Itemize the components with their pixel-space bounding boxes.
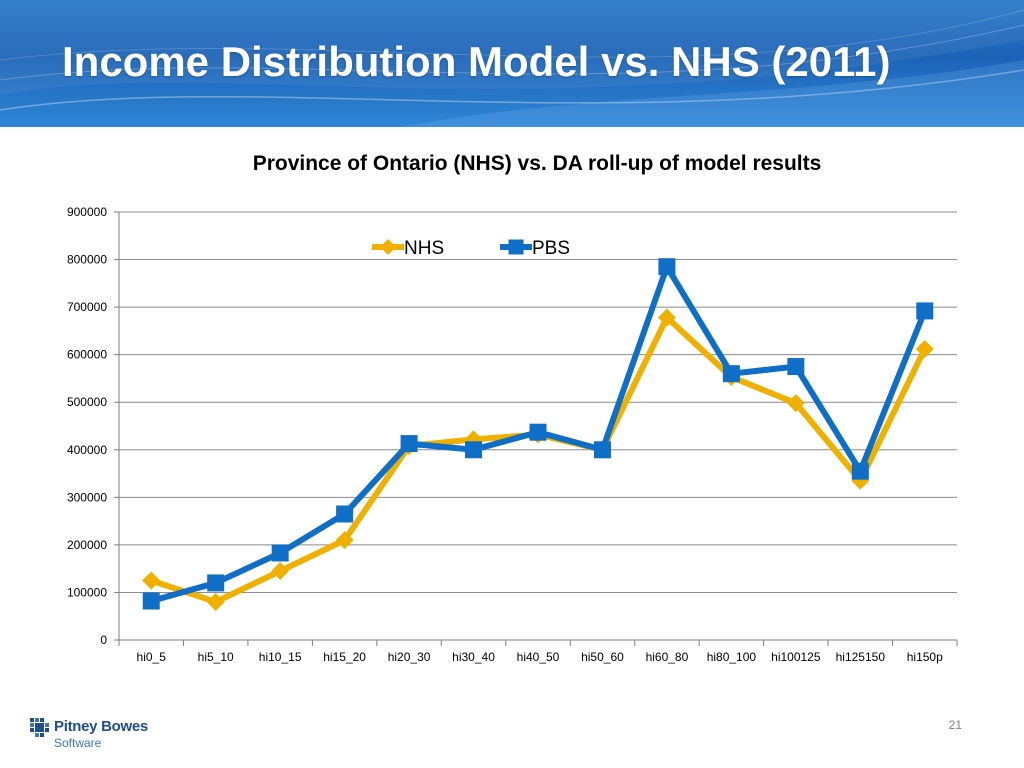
x-tick-label: hi40_50 <box>517 650 560 664</box>
line-chart: Province of Ontario (NHS) vs. DA roll-up… <box>67 152 958 664</box>
y-tick-label: 300000 <box>67 490 107 504</box>
y-tick-label: 0 <box>100 633 107 647</box>
banner-swoosh-decoration <box>0 0 1024 127</box>
data-point-pbs <box>271 544 289 562</box>
legend-label: NHS <box>404 238 444 259</box>
data-point-pbs <box>400 435 418 453</box>
legend-item-pbs: PBS <box>500 238 570 259</box>
data-point-nhs <box>786 394 805 413</box>
y-tick-label: 500000 <box>67 395 107 409</box>
data-point-pbs <box>207 574 225 592</box>
y-tick-label: 200000 <box>67 538 107 552</box>
x-tick-label: hi125150 <box>836 650 886 664</box>
chart-legend: NHS PBS <box>372 238 570 259</box>
data-point-nhs <box>206 592 225 611</box>
data-point-nhs <box>335 531 354 550</box>
pitney-bowes-logo-icon <box>30 718 49 737</box>
x-tick-label: hi20_30 <box>388 650 431 664</box>
pitney-bowes-logo: Pitney Bowes Software <box>30 716 170 756</box>
header-banner: Income Distribution Model vs. NHS (2011) <box>0 0 1024 127</box>
x-tick-label: hi10_15 <box>259 650 302 664</box>
data-point-pbs <box>465 441 483 459</box>
x-axis: hi0_5 hi5_10 hi10_15 hi15_20 hi20_30 hi30_40 h… <box>118 640 958 664</box>
chart-series <box>142 258 934 611</box>
x-tick-label: hi15_20 <box>323 650 366 664</box>
x-tick-label: hi100125 <box>771 650 821 664</box>
data-point-nhs <box>915 339 934 358</box>
y-tick-label: 800000 <box>67 253 107 267</box>
legend-item-nhs: NHS <box>372 238 444 259</box>
data-point-pbs <box>722 365 740 383</box>
data-point-nhs <box>142 571 161 590</box>
page-number: 21 <box>948 718 962 732</box>
x-tick-label: hi80_100 <box>707 650 757 664</box>
y-tick-label: 900000 <box>67 205 107 219</box>
logo-name: Pitney Bowes <box>54 718 148 735</box>
x-tick-label: hi5_10 <box>198 650 234 664</box>
data-point-pbs <box>529 423 547 441</box>
x-tick-label: hi150p <box>907 650 943 664</box>
data-point-pbs <box>336 505 354 523</box>
data-point-pbs <box>658 258 676 276</box>
data-point-nhs <box>271 562 290 581</box>
y-tick-label: 600000 <box>67 348 107 362</box>
chart-title: Province of Ontario (NHS) vs. DA roll-up… <box>253 152 822 175</box>
x-tick-label: hi30_40 <box>452 650 495 664</box>
data-point-pbs <box>142 592 160 610</box>
logo-sub: Software <box>54 736 102 750</box>
y-tick-label: 100000 <box>67 585 107 599</box>
legend-label: PBS <box>532 238 570 259</box>
data-point-pbs <box>787 358 805 376</box>
slide-title: Income Distribution Model vs. NHS (2011) <box>62 38 891 85</box>
data-point-pbs <box>593 441 611 459</box>
y-axis: 0 100000 200000 300000 400000 500000 600000 700… <box>67 205 120 647</box>
legend-swatch-marker <box>380 239 396 255</box>
legend-swatch-marker <box>508 239 524 255</box>
data-point-pbs <box>916 302 934 320</box>
x-tick-label: hi0_5 <box>137 650 167 664</box>
y-tick-label: 400000 <box>67 443 107 457</box>
x-tick-label: hi60_80 <box>646 650 689 664</box>
x-tick-label: hi50_60 <box>581 650 624 664</box>
y-tick-label: 700000 <box>67 300 107 314</box>
data-point-nhs <box>657 308 676 327</box>
data-point-pbs <box>851 462 869 480</box>
